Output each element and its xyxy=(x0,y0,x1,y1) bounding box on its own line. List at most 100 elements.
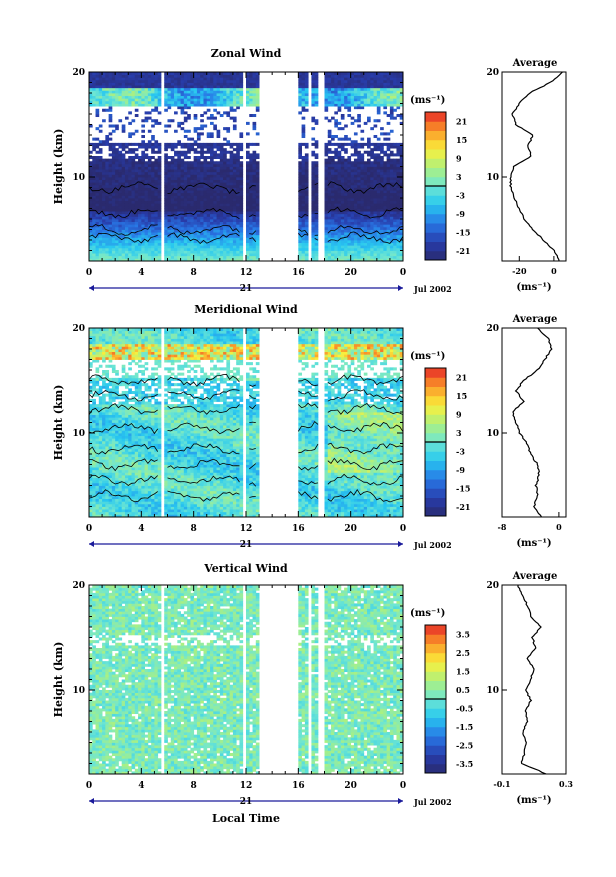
heatmap-cell xyxy=(96,504,100,507)
heatmap-cell xyxy=(128,143,132,146)
heatmap-cell xyxy=(328,96,332,99)
heatmap-cell xyxy=(338,195,342,198)
heatmap-cell xyxy=(164,146,168,149)
heatmap-cell xyxy=(128,243,132,246)
heatmap-cell xyxy=(230,85,234,88)
heatmap-cell xyxy=(203,159,207,162)
heatmap-cell xyxy=(210,224,214,227)
heatmap-cell xyxy=(125,146,129,149)
heatmap-cell xyxy=(132,148,136,151)
heatmap-cell xyxy=(210,211,214,214)
heatmap-cell xyxy=(383,143,387,146)
heatmap-cell xyxy=(151,143,155,146)
heatmap-cell xyxy=(115,98,119,101)
heatmap-cell xyxy=(128,151,132,154)
heatmap-cell xyxy=(207,251,211,254)
heatmap-cell xyxy=(174,167,178,170)
heatmap-cell xyxy=(374,177,378,180)
heatmap-cell xyxy=(256,77,260,80)
heatmap-cell xyxy=(354,214,358,217)
heatmap-cell xyxy=(360,77,364,80)
heatmap-cell xyxy=(233,182,237,185)
heatmap-cell xyxy=(148,98,152,101)
heatmap-cell xyxy=(89,341,93,344)
heatmap-cell xyxy=(341,101,345,104)
heatmap-cell xyxy=(328,132,332,135)
heatmap-cell xyxy=(298,245,302,248)
heatmap-cell xyxy=(158,190,162,193)
heatmap-cell xyxy=(168,75,172,78)
heatmap-cell xyxy=(89,77,93,80)
heatmap-cell xyxy=(151,169,155,172)
heatmap-cell xyxy=(135,188,139,191)
heatmap-cell xyxy=(203,190,207,193)
heatmap-cell xyxy=(125,83,129,86)
heatmap-cell xyxy=(122,130,126,133)
heatmap-cell xyxy=(177,190,181,193)
heatmap-cell xyxy=(148,232,152,235)
heatmap-cell xyxy=(141,130,145,133)
heatmap-cell xyxy=(154,243,158,246)
heatmap-cell xyxy=(102,143,106,146)
heatmap-cell xyxy=(145,243,149,246)
heatmap-cell xyxy=(354,161,358,164)
heatmap-cell xyxy=(233,117,237,120)
heatmap-cell xyxy=(145,88,149,91)
heatmap-cell xyxy=(239,232,243,235)
heatmap-cell xyxy=(122,219,126,222)
heatmap-cell xyxy=(253,195,257,198)
heatmap-cell xyxy=(217,143,221,146)
heatmap-cell xyxy=(158,216,162,219)
heatmap-cell xyxy=(393,201,397,204)
heatmap-cell xyxy=(236,206,240,209)
heatmap-cell xyxy=(92,509,96,512)
heatmap-cell xyxy=(383,177,387,180)
heatmap-cell xyxy=(298,219,302,222)
heatmap-cell xyxy=(315,256,319,259)
heatmap-cell xyxy=(109,256,113,259)
heatmap-cell xyxy=(370,177,374,180)
heatmap-cell xyxy=(181,251,185,254)
heatmap-cell xyxy=(174,211,178,214)
heatmap-cell xyxy=(341,180,345,183)
heatmap-cell xyxy=(305,253,309,256)
heatmap-cell xyxy=(187,169,191,172)
heatmap-cell xyxy=(207,156,211,159)
heatmap-cell xyxy=(367,104,371,107)
heatmap-cell xyxy=(164,227,168,230)
heatmap-cell xyxy=(174,216,178,219)
heatmap-cell xyxy=(354,169,358,172)
heatmap-cell xyxy=(109,146,113,149)
heatmap-cell xyxy=(223,240,227,243)
heatmap-cell xyxy=(187,180,191,183)
heatmap-cell xyxy=(226,251,230,254)
heatmap-cell xyxy=(158,201,162,204)
heatmap-cell xyxy=(203,125,207,128)
heatmap-cell xyxy=(360,174,364,177)
heatmap-cell xyxy=(315,222,319,225)
heatmap-cell xyxy=(315,185,319,188)
heatmap-cell xyxy=(256,180,260,183)
heatmap-cell xyxy=(364,243,368,246)
heatmap-cell xyxy=(122,230,126,233)
heatmap-cell xyxy=(302,96,306,99)
heatmap-cell xyxy=(184,174,188,177)
heatmap-cell xyxy=(89,161,93,164)
heatmap-cell xyxy=(341,75,345,78)
heatmap-cell xyxy=(105,98,109,101)
heatmap-cell xyxy=(230,177,234,180)
heatmap-cell xyxy=(256,75,260,78)
heatmap-cell xyxy=(128,190,132,193)
heatmap-cell xyxy=(151,237,155,240)
heatmap-cell xyxy=(177,98,181,101)
heatmap-cell xyxy=(187,209,191,212)
heatmap-cell xyxy=(230,211,234,214)
heatmap-cell xyxy=(354,216,358,219)
heatmap-cell xyxy=(315,104,319,107)
heatmap-cell xyxy=(341,248,345,251)
heatmap-cell xyxy=(305,182,309,185)
heatmap-cell xyxy=(325,190,329,193)
heatmap-cell xyxy=(154,203,158,206)
heatmap-cell xyxy=(311,206,315,209)
heatmap-cell xyxy=(396,211,400,214)
